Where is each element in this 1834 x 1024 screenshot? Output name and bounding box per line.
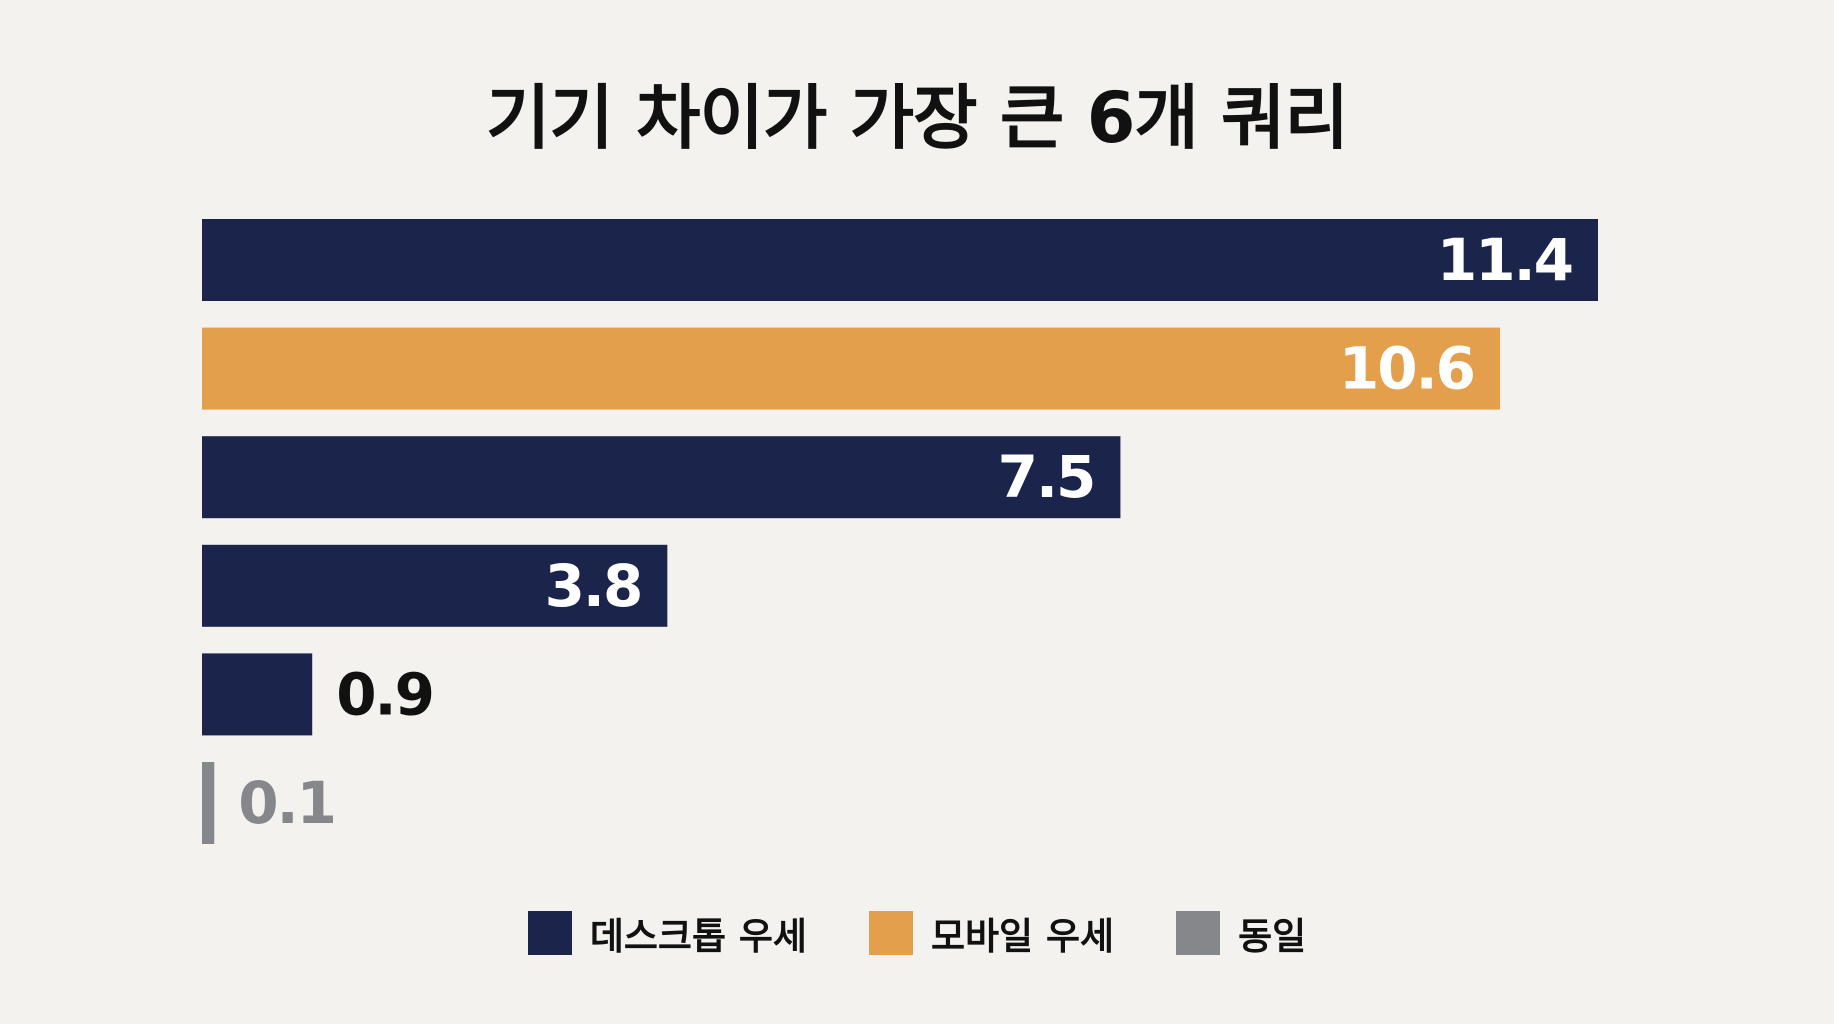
data-label-1: 11.4 bbox=[1437, 226, 1572, 294]
data-label-2: 10.6 bbox=[1339, 335, 1474, 403]
data-label-5: 0.9 bbox=[336, 660, 433, 728]
data-label-6: 0.1 bbox=[238, 769, 335, 837]
bar-4 bbox=[202, 544, 668, 627]
legend-item-mobile: 모바일 우세 bbox=[868, 906, 1115, 960]
legend-label-mobile: 모바일 우세 bbox=[930, 915, 1115, 958]
legend-swatch-same bbox=[1176, 911, 1221, 955]
bar-1 bbox=[202, 219, 1598, 301]
bar-5 bbox=[202, 653, 313, 736]
legend: 데스크톱 우세 모바일 우세 동일 bbox=[0, 906, 1834, 960]
bar-6 bbox=[202, 762, 215, 844]
legend-swatch-desktop bbox=[527, 911, 572, 955]
bar-2 bbox=[202, 327, 1501, 410]
legend-item-desktop: 데스크톱 우세 bbox=[527, 906, 807, 960]
data-label-4: 3.8 bbox=[545, 552, 642, 620]
bar-3 bbox=[202, 436, 1121, 519]
legend-label-desktop: 데스크톱 우세 bbox=[589, 915, 807, 958]
data-label-3: 7.5 bbox=[998, 443, 1095, 511]
legend-item-same: 동일 bbox=[1176, 906, 1306, 960]
legend-label-same: 동일 bbox=[1238, 915, 1307, 958]
legend-swatch-mobile bbox=[868, 911, 913, 955]
chart-title: 기기 차이가 가장 큰 6개 쿼리 bbox=[486, 77, 1349, 159]
